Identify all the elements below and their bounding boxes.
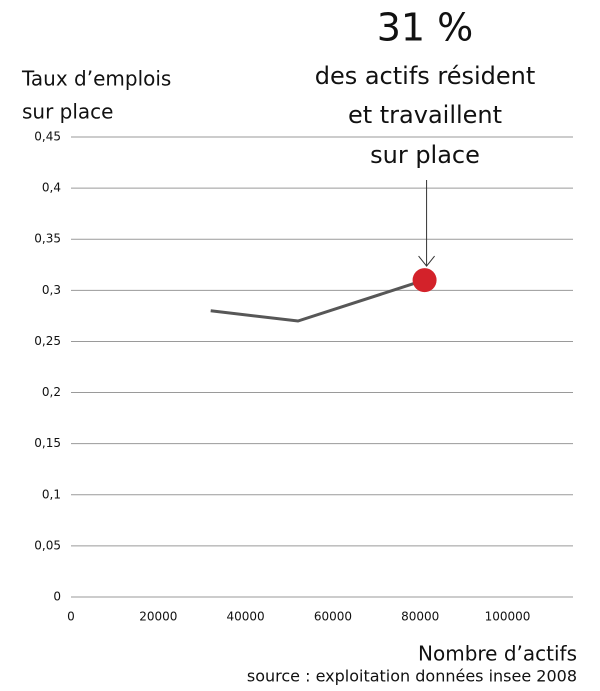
x-tick-label: 0	[67, 610, 75, 624]
annotation-line: des actifs résident	[315, 62, 536, 90]
annotation-headline: 31 %	[377, 6, 474, 50]
x-axis-label: Nombre d’actifs	[418, 642, 577, 666]
y-axis-label: Taux d’emplois	[21, 67, 171, 91]
x-tick-label: 80000	[401, 610, 439, 624]
y-axis-label: sur place	[22, 100, 113, 124]
series-line	[210, 278, 426, 323]
y-tick-label: 0,35	[34, 232, 61, 246]
y-tick-label: 0,45	[34, 130, 61, 144]
y-tick-label: 0,4	[42, 181, 61, 195]
x-tick-label: 60000	[314, 610, 352, 624]
annotation-arrowhead	[418, 255, 435, 267]
source: source : exploitation données insee 2008	[247, 667, 577, 686]
x-tick-label: 100000	[485, 610, 531, 624]
y-tick-label: 0,1	[42, 487, 61, 501]
x-tick-label: 20000	[139, 610, 177, 624]
y-tick-label: 0,25	[34, 334, 61, 348]
y-tick-label: 0,15	[34, 436, 61, 450]
x-tick-label: 40000	[227, 610, 265, 624]
y-tick-label: 0,3	[42, 283, 61, 297]
y-tick-label: 0,2	[42, 385, 61, 399]
y-tick-label: 0,05	[34, 538, 61, 552]
annotation-line: et travaillent	[348, 101, 502, 129]
y-tick-label: 0	[53, 590, 61, 604]
annotation-line: sur place	[370, 141, 480, 169]
highlight-marker	[412, 268, 437, 293]
